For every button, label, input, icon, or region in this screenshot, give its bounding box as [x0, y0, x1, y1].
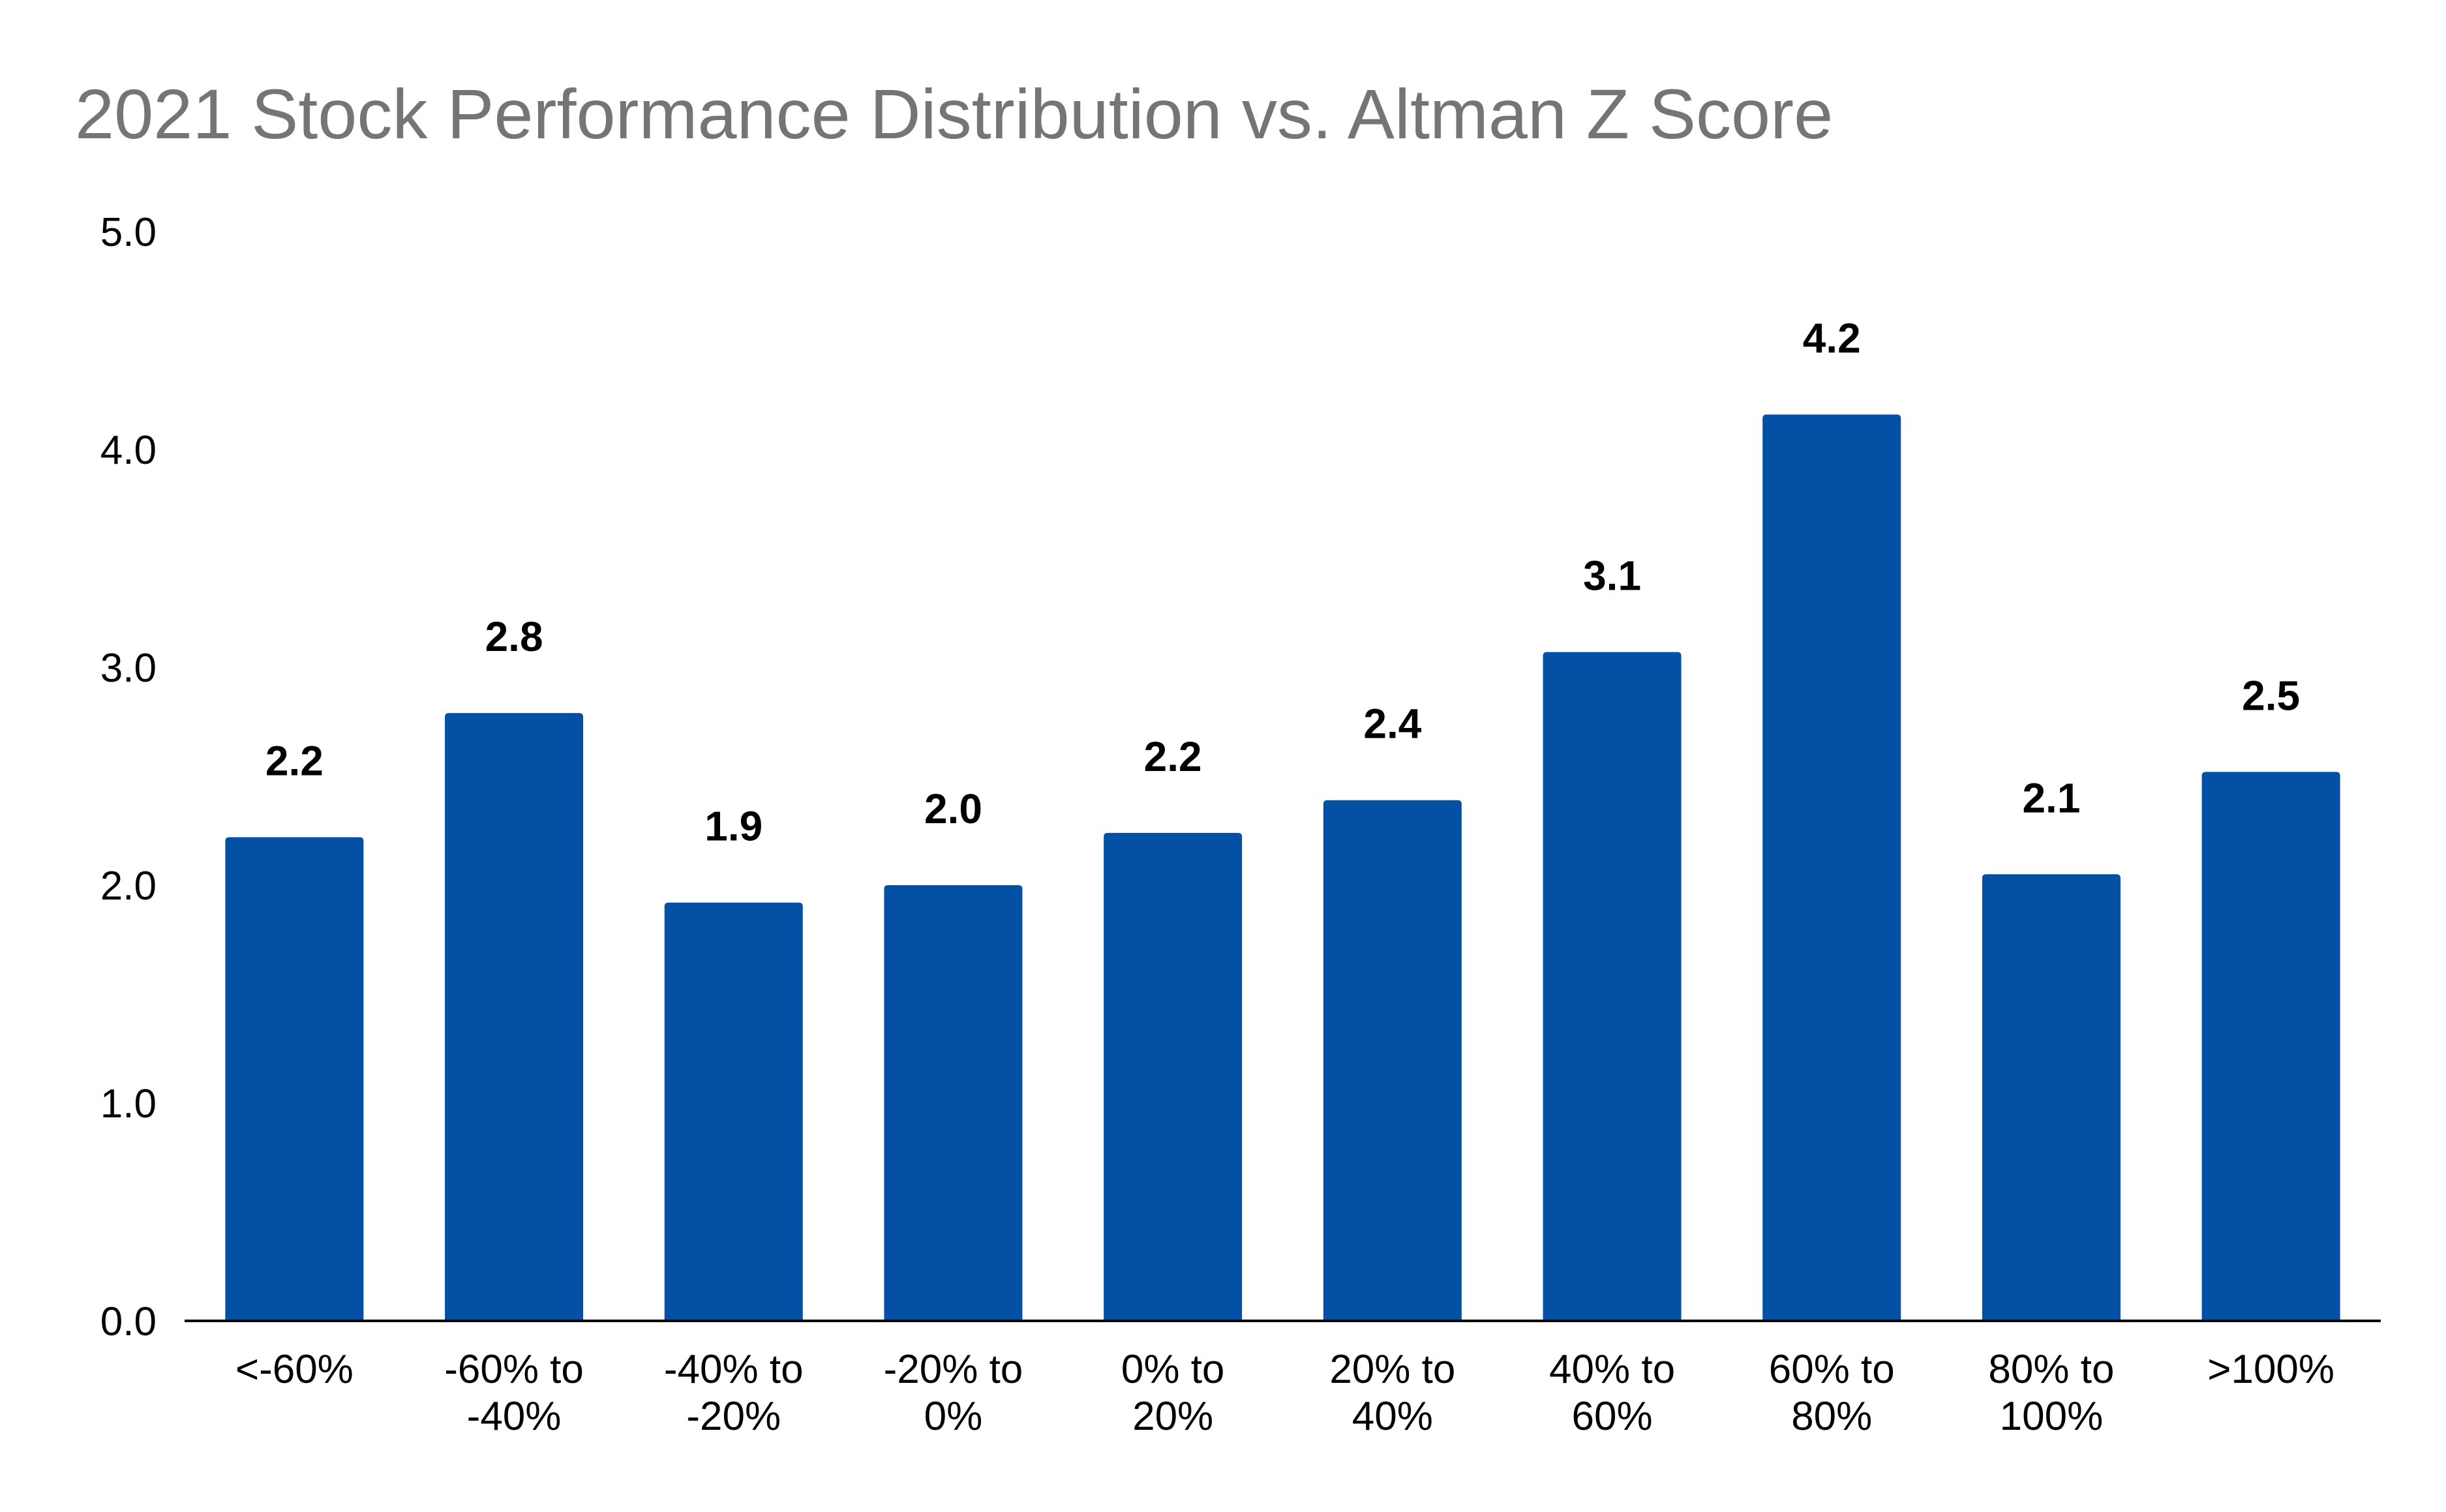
x-tick-label: -60% to -40%: [444, 1347, 584, 1439]
x-tick-label: 20% to 40%: [1329, 1347, 1455, 1439]
x-tick-label-line: 100%: [2000, 1394, 2104, 1439]
bar: [1762, 414, 1901, 1321]
x-tick-label: >100%: [2207, 1347, 2334, 1392]
x-tick-label-line: 80%: [1791, 1394, 1872, 1439]
x-tick-label: 80% to 100%: [1988, 1347, 2114, 1439]
x-tick-label-line: >100%: [2207, 1347, 2334, 1392]
data-label: 2.8: [485, 613, 543, 660]
x-tick-label: 60% to 80%: [1769, 1347, 1895, 1439]
x-tick-label-line: 20% to: [1329, 1347, 1455, 1392]
x-tick-label-line: -20% to: [884, 1347, 1023, 1392]
data-label: 2.1: [2022, 774, 2080, 821]
x-tick-label: -20% to 0%: [884, 1347, 1023, 1439]
y-tick-label: 0.0: [100, 1299, 157, 1344]
x-tick-label: <-60%: [235, 1347, 354, 1392]
y-axis-ticks: 0.0 1.0 2.0 3.0 4.0 5.0: [100, 210, 157, 1344]
x-tick-label-line: 80% to: [1988, 1347, 2114, 1392]
bar: [884, 885, 1023, 1321]
data-label: 1.9: [704, 803, 762, 850]
chart-title: 2021 Stock Performance Distribution vs. …: [75, 74, 1833, 153]
x-tick-label-line: -20%: [686, 1394, 781, 1439]
bars: [225, 414, 2340, 1321]
x-tick-label-line: 0%: [924, 1394, 983, 1439]
x-tick-label-line: -40%: [467, 1394, 562, 1439]
x-tick-label-line: 0% to: [1121, 1347, 1225, 1392]
data-label: 2.4: [1363, 701, 1421, 748]
data-label: 2.2: [1144, 733, 1202, 780]
x-tick-label-line: -60% to: [444, 1347, 584, 1392]
x-axis-labels: <-60% -60% to -40% -40% to -20% -20% to 0% 0% t…: [235, 1347, 2334, 1439]
bar: [445, 713, 584, 1321]
data-labels: 2.2 2.8 1.9 2.0 2.2 2.4 3.1 4.2 2.1 2.5: [265, 315, 2300, 850]
bar: [2201, 772, 2340, 1321]
bar: [664, 902, 803, 1321]
bar: [1323, 800, 1462, 1321]
x-tick-label-line: -40% to: [664, 1347, 804, 1392]
y-tick-label: 5.0: [100, 210, 157, 255]
y-tick-label: 3.0: [100, 646, 157, 691]
data-label: 2.5: [2242, 672, 2300, 719]
data-label: 3.1: [1583, 552, 1641, 599]
bar: [1982, 874, 2121, 1321]
y-tick-label: 4.0: [100, 428, 157, 473]
x-tick-label: 40% to 60%: [1549, 1347, 1675, 1439]
x-tick-label-line: 20%: [1132, 1394, 1213, 1439]
x-tick-label-line: <-60%: [235, 1347, 354, 1392]
y-tick-label: 2.0: [100, 864, 157, 909]
x-tick-label: -40% to -20%: [664, 1347, 804, 1439]
y-tick-label: 1.0: [100, 1081, 157, 1126]
x-tick-label-line: 40%: [1352, 1394, 1433, 1439]
bar: [1104, 832, 1243, 1321]
x-tick-label-line: 60%: [1572, 1394, 1653, 1439]
x-tick-label-line: 60% to: [1769, 1347, 1895, 1392]
data-label: 4.2: [1803, 315, 1861, 362]
data-label: 2.0: [924, 785, 982, 832]
x-tick-label-line: 40% to: [1549, 1347, 1675, 1392]
x-tick-label: 0% to 20%: [1121, 1347, 1225, 1439]
bar: [225, 837, 364, 1321]
bar: [1543, 652, 1682, 1321]
data-label: 2.2: [265, 738, 324, 785]
